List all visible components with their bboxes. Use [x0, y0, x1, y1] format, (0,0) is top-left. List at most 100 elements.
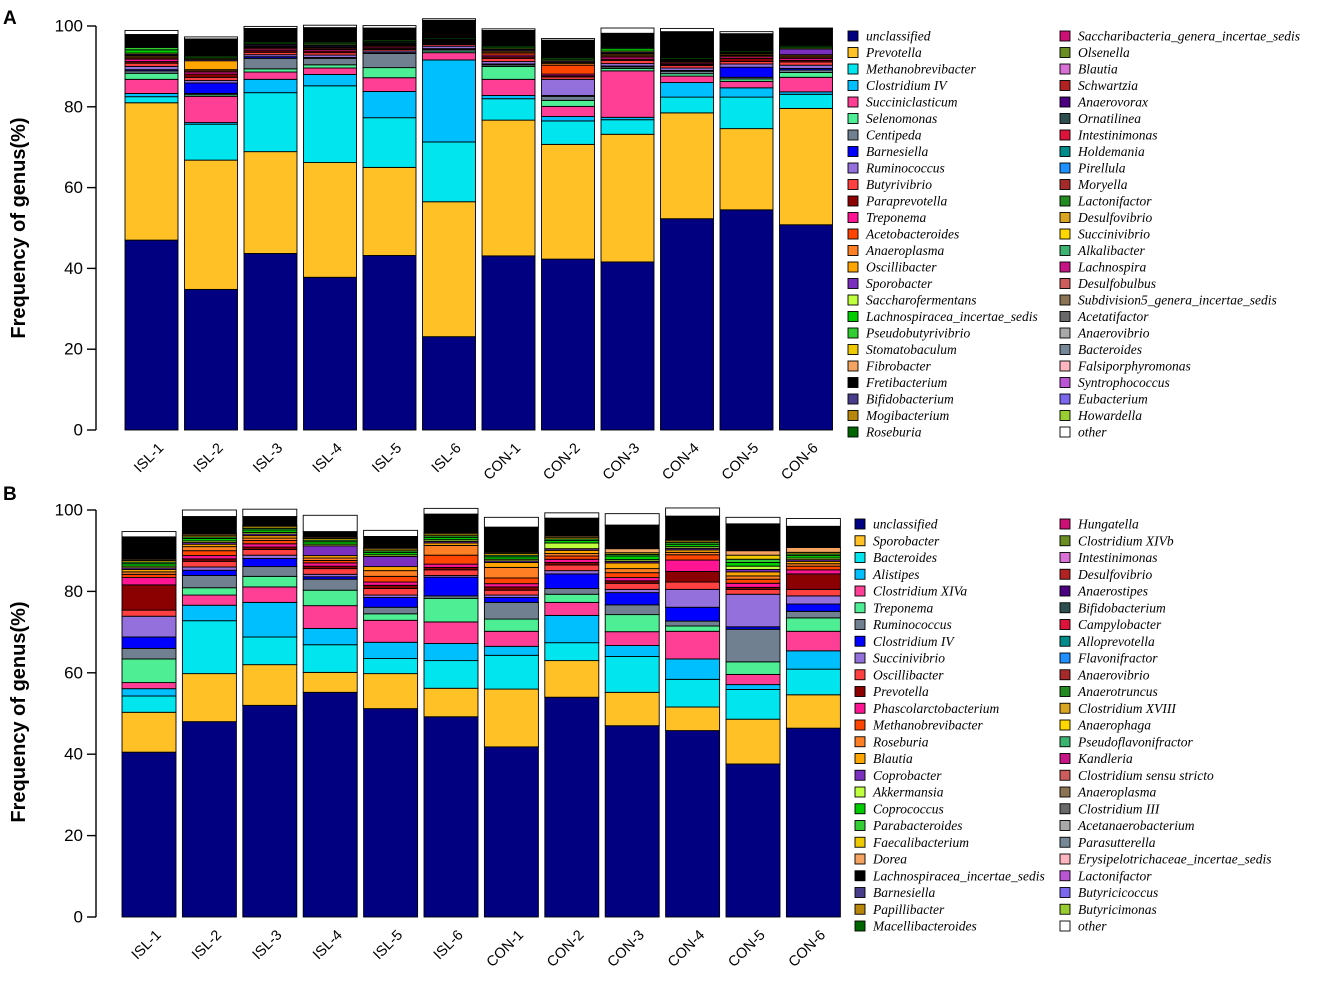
panel-b-legend-entry: Treponema — [854, 600, 933, 615]
panel-b-segment — [121, 636, 177, 649]
panel-b-legend-label: Barnesiella — [873, 885, 935, 900]
panel-a-legend-entry: Desulfovibrio — [1059, 210, 1152, 225]
panel-a-legend-swatch — [1059, 129, 1071, 141]
panel-b-legend-label: Papillibacter — [872, 902, 945, 917]
panel-b-legend-entry: Anaerostipes — [1059, 584, 1148, 599]
panel-b-segment — [121, 531, 177, 538]
panel-a-bar-isl-1 — [124, 29, 179, 431]
panel-b-bar-isl-1 — [121, 531, 177, 918]
panel-a-bar-isl-6 — [422, 18, 476, 431]
panel-b-segment — [785, 569, 841, 575]
panel-a-legend-label: Acetatifactor — [1077, 309, 1149, 324]
panel-b-legend-entry: Clostridium XVIII — [1059, 701, 1177, 716]
panel-a-segment — [184, 95, 238, 124]
panel-b-legend-label: Anaerotruncus — [1077, 684, 1158, 699]
panel-a-legend-label: Fibrobacter — [865, 359, 931, 374]
panel-a-legend-label: Succiniclasticum — [866, 95, 958, 110]
panel-b-legend-entry: Bacteroides — [854, 550, 937, 565]
panel-a-legend-label: Butyrivibrio — [866, 177, 932, 192]
panel-a-segment — [124, 93, 179, 98]
panel-a-segment — [184, 159, 238, 290]
panel-b-legend-label: Bacteroides — [873, 550, 937, 565]
panel-a-bar-isl-5 — [362, 25, 417, 431]
panel-b-legend-entry: Papillibacter — [854, 902, 945, 917]
panel-b-legend-label: Campylobacter — [1078, 617, 1162, 632]
panel-b-segment — [423, 687, 479, 718]
panel-b-segment — [544, 588, 600, 595]
panel-b-segment — [665, 658, 721, 680]
panel-a-segment — [660, 112, 714, 220]
panel-a-legend-label: Saccharibacteria_genera_incertae_sedis — [1078, 29, 1300, 44]
panel-b-legend-swatch — [1059, 903, 1071, 915]
panel-b-legend-swatch — [1059, 568, 1071, 580]
panel-b-segment — [725, 550, 781, 556]
panel-a-legend-label: Centipeda — [866, 128, 922, 143]
panel-b-segment — [725, 558, 781, 563]
panel-a-legend-swatch — [847, 327, 859, 339]
panel-a-legend-entry: unclassified — [847, 29, 931, 44]
panel-b-bar-isl-6 — [423, 507, 479, 918]
panel-b-legend-swatch — [1059, 719, 1071, 731]
panel-a-legend-entry: Subdivision5_genera_incertae_sedis — [1059, 293, 1277, 308]
panel-a-segment — [422, 336, 476, 431]
panel-a-legend-swatch — [847, 294, 859, 306]
panel-b-segment — [544, 512, 600, 519]
panel-b-legend-swatch — [854, 535, 866, 547]
panel-b-segment — [544, 570, 600, 575]
panel-b-segment — [785, 617, 841, 632]
panel-a-segment — [600, 133, 655, 263]
panel-a-bar-con-2 — [541, 38, 595, 431]
panel-b-y-tick-label: 20 — [64, 826, 83, 845]
panel-b-legend-swatch — [854, 602, 866, 614]
panel-a-segment — [303, 27, 357, 43]
panel-a-legend-swatch — [847, 113, 859, 124]
panel-a-segment — [779, 61, 833, 66]
panel-b-segment — [181, 546, 237, 552]
panel-b-legend-label: Butyricimonas — [1078, 902, 1157, 917]
panel-a-legend-label: Oscillibacter — [866, 260, 937, 275]
panel-a-legend-label: Roseburia — [865, 425, 922, 440]
panel-a-segment — [184, 288, 238, 431]
panel-b-segment — [665, 620, 721, 627]
panel-b-segment — [725, 578, 781, 584]
panel-b-x-tick-label: ISL-2 — [189, 927, 225, 963]
panel-b-legend-entry: Bifidobacterium — [1059, 600, 1166, 615]
panel-a-y-tick-label: 80 — [64, 97, 83, 116]
panel-a-segment — [660, 218, 714, 431]
panel-b-segment — [121, 658, 177, 684]
panel-a-segment — [541, 39, 595, 58]
panel-b-legend-entry: Coprococcus — [854, 801, 944, 816]
panel-b-segment — [483, 589, 539, 596]
panel-a-segment — [541, 116, 595, 122]
panel-a-segment — [184, 36, 238, 40]
panel-a-x-tick-label: CON-3 — [600, 440, 643, 483]
panel-b-segment — [665, 559, 721, 572]
panel-b-segment — [483, 618, 539, 632]
panel-b-segment — [121, 647, 177, 660]
panel-b-legend-entry: Alloprevotella — [1059, 634, 1155, 649]
panel-a-legend-entry: Fibrobacter — [847, 359, 931, 374]
panel-b-legend-swatch — [854, 702, 866, 714]
panel-b-legend-swatch — [1059, 920, 1071, 932]
panel-b-legend-entry: Clostridium III — [1059, 801, 1161, 816]
panel-b-segment — [604, 555, 660, 561]
panel-a-legend-entry: Anaerovibrio — [1059, 326, 1150, 341]
panel-a-segment — [124, 78, 179, 94]
panel-b-segment — [483, 654, 539, 690]
panel-b-bar-con-5 — [725, 516, 781, 918]
panel-a-bar-con-1 — [481, 28, 536, 431]
panel-b-segment — [423, 643, 479, 662]
panel-a-legend-label: Desulfovibrio — [1077, 210, 1152, 225]
panel-b-segment — [785, 595, 841, 605]
panel-b-legend-label: Blautia — [873, 751, 913, 766]
panel-a-legend-label: Subdivision5_genera_incertae_sedis — [1078, 293, 1277, 308]
panel-b-x-tick-label: CON-2 — [544, 927, 587, 970]
panel-b-legend-entry: Desulfovibrio — [1059, 567, 1152, 582]
panel-b-segment — [121, 695, 177, 713]
panel-a-legend-label: Schwartzia — [1078, 78, 1138, 93]
panel-b-segment — [423, 513, 479, 534]
panel-a-legend-swatch — [1059, 410, 1071, 421]
panel-b-legend-entry: Hungatella — [1059, 517, 1139, 532]
panel-a-legend-swatch — [847, 129, 859, 141]
panel-a-legend-entry: Clostridium IV — [847, 78, 948, 93]
